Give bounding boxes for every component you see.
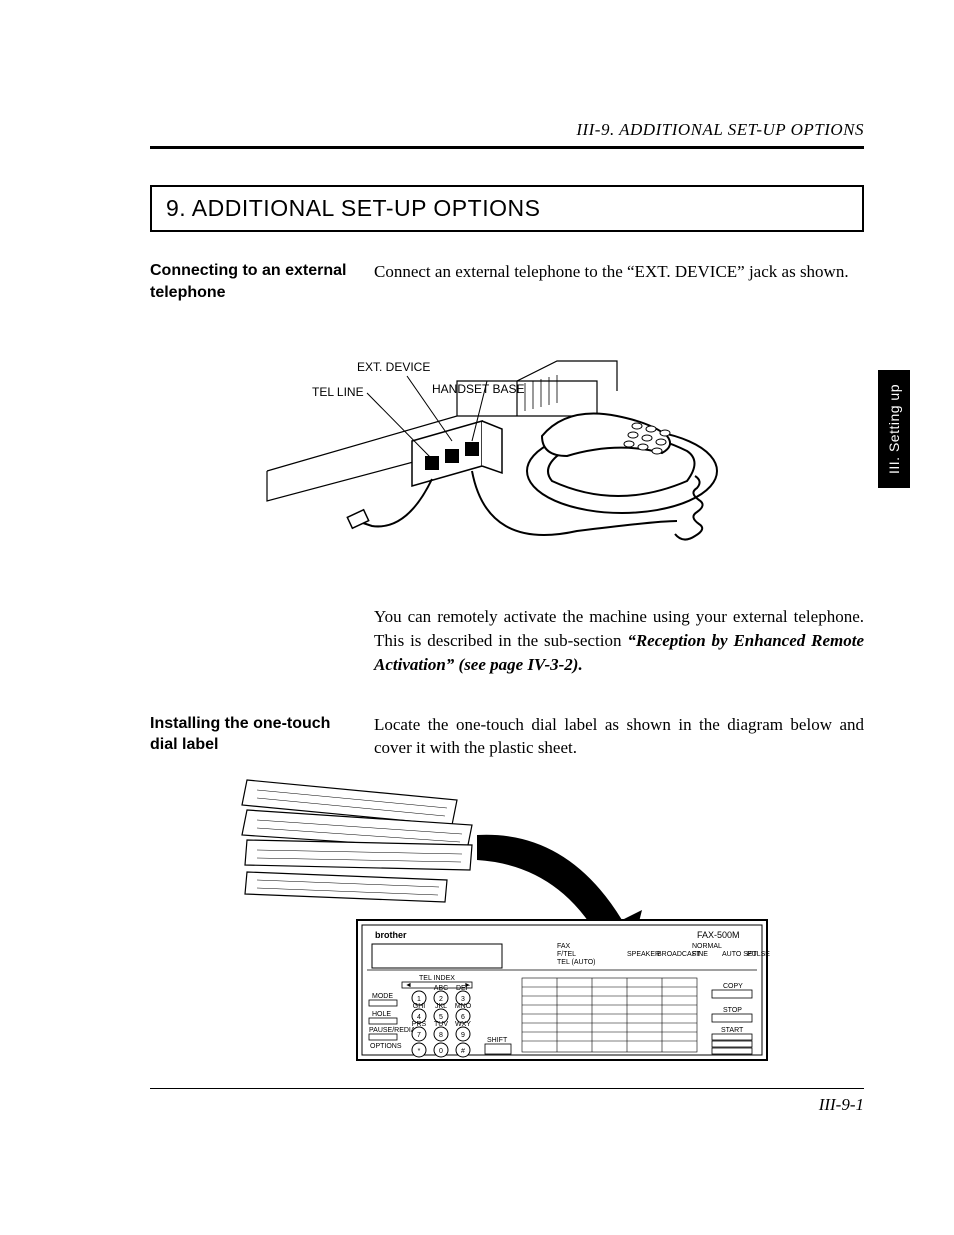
label-copy: COPY xyxy=(723,983,743,990)
page: III-9. ADDITIONAL SET-UP OPTIONS 9. ADDI… xyxy=(0,0,954,1235)
svg-text:2: 2 xyxy=(439,996,443,1003)
label-hold: HOLE xyxy=(372,1011,391,1018)
svg-text:DEF: DEF xyxy=(456,985,470,992)
svg-text:ABC: ABC xyxy=(434,985,448,992)
side-heading-label: Installing the one-touch dial label xyxy=(150,713,350,761)
body-connecting-remote: You can remotely activate the machine us… xyxy=(374,605,864,676)
block-connecting-after: You can remotely activate the machine us… xyxy=(150,605,864,676)
label-fine: FINE xyxy=(692,951,708,958)
label-start: START xyxy=(721,1027,744,1034)
block-label: Installing the one-touch dial label Loca… xyxy=(150,713,864,761)
svg-text:JKL: JKL xyxy=(435,1003,447,1010)
body-connecting-intro: Connect an external telephone to the “EX… xyxy=(374,260,864,303)
label-ext-device: EXT. DEVICE xyxy=(357,360,430,374)
label-shift: SHIFT xyxy=(487,1037,508,1044)
svg-text:GHI: GHI xyxy=(413,1003,426,1010)
block-connecting: Connecting to an external telephone Conn… xyxy=(150,260,864,303)
section-title-box: 9. ADDITIONAL SET-UP OPTIONS xyxy=(150,185,864,232)
svg-text:*: * xyxy=(418,1048,421,1055)
label-ftel: F/TEL xyxy=(557,951,576,958)
svg-text:◄: ◄ xyxy=(405,982,412,989)
label-options: OPTIONS xyxy=(370,1043,402,1050)
phone-diagram-svg: EXT. DEVICE TEL LINE HANDSET BASE xyxy=(257,321,757,581)
svg-text:8: 8 xyxy=(439,1032,443,1039)
label-speaker: SPEAKER xyxy=(627,951,660,958)
label-fax: FAX xyxy=(557,943,571,950)
svg-text:0: 0 xyxy=(439,1048,443,1055)
label-brand: brother xyxy=(375,930,407,940)
label-stop: STOP xyxy=(723,1007,742,1014)
svg-text:9: 9 xyxy=(461,1032,465,1039)
label-normal: NORMAL xyxy=(692,943,722,950)
section-title: 9. ADDITIONAL SET-UP OPTIONS xyxy=(166,195,848,222)
label-pulse: PULSE xyxy=(747,951,770,958)
svg-text:1: 1 xyxy=(417,996,421,1003)
figure-dial-label: brother FAX-500M FAX F/TEL TEL (AUTO) SP… xyxy=(150,770,864,1070)
label-model: FAX-500M xyxy=(697,930,740,940)
svg-text:5: 5 xyxy=(439,1014,443,1021)
side-tab: III. Setting up xyxy=(878,370,910,488)
label-mode: MODE xyxy=(372,993,393,1000)
svg-text:TUV: TUV xyxy=(434,1021,448,1028)
label-tel-line: TEL LINE xyxy=(312,385,364,399)
svg-text:4: 4 xyxy=(417,1014,421,1021)
svg-text:PRS: PRS xyxy=(412,1021,427,1028)
dial-label-svg: brother FAX-500M FAX F/TEL TEL (AUTO) SP… xyxy=(227,770,787,1070)
label-handset-base: HANDSET BASE xyxy=(432,382,524,396)
svg-text:WXY: WXY xyxy=(455,1021,471,1028)
running-header: III-9. ADDITIONAL SET-UP OPTIONS xyxy=(150,120,864,149)
svg-text:MNO: MNO xyxy=(455,1003,472,1010)
body-label-intro: Locate the one-touch dial label as shown… xyxy=(374,713,864,761)
svg-text:#: # xyxy=(461,1048,465,1055)
spacer xyxy=(150,687,864,713)
label-telauto: TEL (AUTO) xyxy=(557,959,596,966)
page-number: III-9-1 xyxy=(819,1095,864,1114)
figure-phone-connection: EXT. DEVICE TEL LINE HANDSET BASE xyxy=(150,321,864,581)
svg-text:6: 6 xyxy=(461,1014,465,1021)
side-heading-spacer xyxy=(150,605,350,676)
side-heading-connecting: Connecting to an external telephone xyxy=(150,260,350,303)
svg-text:7: 7 xyxy=(417,1032,421,1039)
page-footer: III-9-1 xyxy=(150,1088,864,1115)
svg-text:3: 3 xyxy=(461,996,465,1003)
label-tel-index: TEL INDEX xyxy=(419,975,455,982)
